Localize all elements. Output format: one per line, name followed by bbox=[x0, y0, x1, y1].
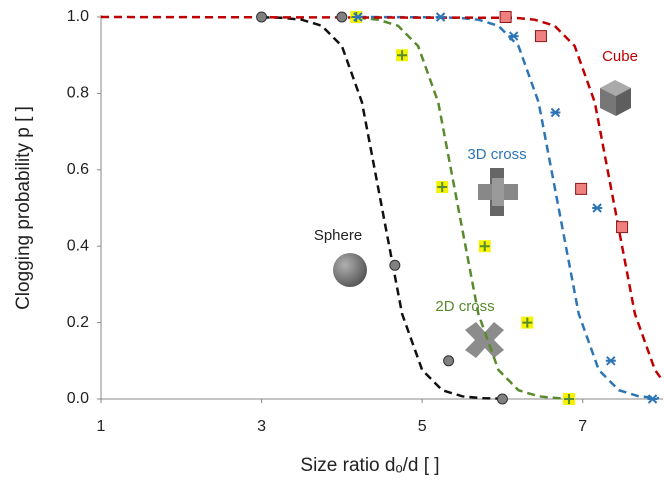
marker-shape bbox=[397, 50, 408, 61]
y-axis-title: Clogging probability p [ ] bbox=[13, 106, 34, 310]
y-tick-label: 0.6 bbox=[67, 161, 89, 178]
y-tick-label: 1.0 bbox=[67, 8, 89, 25]
data-point bbox=[256, 11, 268, 23]
data-point bbox=[396, 49, 409, 62]
series-annotation: Cube bbox=[602, 48, 638, 65]
data-point bbox=[647, 394, 658, 404]
marker-shape bbox=[499, 11, 512, 23]
cross2d-icon bbox=[465, 322, 504, 358]
y-tick-label: 0.2 bbox=[67, 314, 89, 331]
marker-shape bbox=[336, 11, 348, 23]
marker-shape bbox=[437, 181, 448, 192]
data-point bbox=[616, 221, 629, 234]
data-point bbox=[534, 30, 547, 43]
marker-shape bbox=[564, 394, 575, 404]
cross3d-icon bbox=[478, 168, 518, 216]
data-point bbox=[435, 12, 446, 22]
x-tick-label: 3 bbox=[257, 418, 266, 435]
series-annotation: Sphere bbox=[314, 227, 362, 244]
data-point bbox=[563, 393, 576, 405]
marker-shape bbox=[592, 203, 603, 213]
data-point bbox=[605, 356, 616, 366]
y-tick-label: 0.0 bbox=[67, 390, 89, 407]
data-point bbox=[336, 11, 348, 23]
data-point bbox=[592, 203, 603, 213]
marker-shape bbox=[443, 355, 455, 367]
x-tick-label: 7 bbox=[578, 418, 587, 435]
data-point bbox=[352, 12, 363, 22]
marker-shape bbox=[605, 356, 616, 366]
fit-curve bbox=[357, 15, 660, 400]
marker-shape bbox=[352, 12, 363, 22]
y-tick-label: 0.8 bbox=[67, 85, 89, 102]
data-point bbox=[443, 355, 455, 367]
marker-shape bbox=[479, 241, 490, 252]
marker-shape bbox=[435, 12, 446, 22]
marker-shape bbox=[616, 221, 629, 234]
marker-shape bbox=[575, 182, 588, 195]
series-annotation: 2D cross bbox=[435, 298, 494, 315]
sphere-icon bbox=[333, 253, 367, 287]
marker-shape bbox=[522, 317, 533, 328]
data-point bbox=[496, 393, 508, 405]
marker-shape bbox=[508, 31, 519, 41]
fit-curve bbox=[100, 15, 664, 382]
x-axis-title: Size ratio dₒ/d [ ] bbox=[300, 455, 439, 476]
data-point bbox=[575, 182, 588, 195]
data-point bbox=[478, 240, 491, 253]
x-tick-label: 1 bbox=[97, 418, 106, 435]
series-annotation: 3D cross bbox=[467, 146, 526, 163]
marker-shape bbox=[389, 259, 401, 271]
fit-curve bbox=[261, 16, 503, 400]
marker-shape bbox=[534, 30, 547, 43]
x-tick-label: 5 bbox=[418, 418, 427, 435]
data-point bbox=[521, 316, 534, 329]
data-point bbox=[550, 107, 561, 118]
cube-icon bbox=[600, 80, 631, 116]
data-point bbox=[436, 180, 449, 193]
marker-shape bbox=[550, 107, 561, 118]
data-point bbox=[499, 11, 512, 23]
marker-shape bbox=[256, 11, 268, 23]
marker-shape bbox=[647, 394, 658, 404]
data-point bbox=[508, 31, 519, 41]
marker-shape bbox=[496, 393, 508, 405]
y-tick-label: 0.4 bbox=[67, 237, 89, 254]
data-point bbox=[389, 259, 401, 271]
fit-curve bbox=[357, 16, 579, 400]
